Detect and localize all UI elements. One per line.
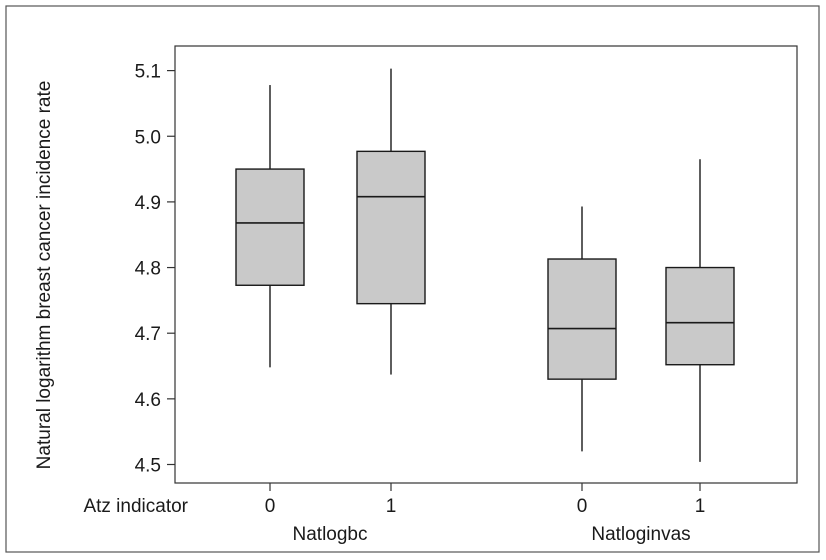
group-label: Natloginvas	[591, 524, 690, 545]
x-tick-label: 1	[386, 496, 397, 517]
iqr-box	[547, 258, 617, 380]
boxes-layer	[235, 68, 735, 462]
iqr-box	[356, 150, 426, 305]
iqr-box	[235, 168, 305, 286]
box-natloginvas-0	[547, 206, 617, 452]
y-tick-label: 4.8	[135, 259, 161, 280]
box-natloginvas-1	[665, 159, 735, 462]
y-tick-label: 4.5	[135, 456, 161, 477]
x-tick-label: 1	[695, 496, 706, 517]
x-tick-label: 0	[265, 496, 276, 517]
box-natlogbc-1	[356, 68, 426, 375]
y-tick-label: 4.6	[135, 390, 161, 411]
y-axis-title: Natural logarithm breast cancer incidenc…	[34, 81, 55, 470]
group-label: Natlogbc	[293, 524, 368, 545]
y-tick-label: 4.7	[135, 324, 161, 345]
y-tick-label: 5.0	[135, 127, 161, 148]
x-row-label: Atz indicator	[83, 496, 188, 517]
y-axis: 4.5 4.6 4.7 4.8 4.9 5.0 5.1	[135, 62, 175, 477]
y-tick-label: 5.1	[135, 62, 161, 83]
iqr-box	[665, 266, 735, 366]
box-natlogbc-0	[235, 85, 305, 368]
x-tick-label: 0	[577, 496, 588, 517]
y-tick-label: 4.9	[135, 193, 161, 214]
